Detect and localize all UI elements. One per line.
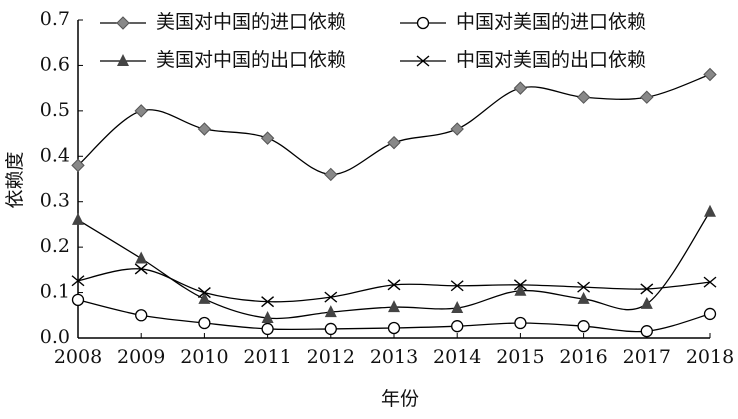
data-point: [197, 287, 211, 299]
data-point: [135, 309, 148, 322]
x-tick-label: 2017: [623, 346, 671, 368]
data-point: [135, 251, 148, 264]
series-line: [77, 268, 711, 303]
data-point: [324, 305, 337, 318]
x-tick-label: 2018: [686, 346, 734, 368]
data-point: [514, 283, 527, 296]
y-tick-label: 0.0: [40, 326, 70, 348]
data-point: [451, 320, 464, 333]
legend-label: 中国对美国的出口依赖: [456, 49, 646, 71]
y-tick-label: 0.7: [40, 8, 70, 30]
data-point: [71, 293, 85, 306]
y-tick-label: 0.6: [40, 53, 70, 75]
data-point: [198, 316, 211, 330]
y-axis-label: 依赖度: [4, 151, 26, 208]
legend-marker: [116, 16, 130, 30]
x-tick-label: 2013: [370, 346, 418, 368]
data-point: [388, 300, 400, 313]
data-point: [576, 90, 591, 104]
data-point: [577, 291, 590, 304]
data-point: [324, 322, 337, 336]
x-tick-label: 2015: [496, 346, 544, 368]
data-point: [134, 263, 148, 275]
legend-label: 中国对美国的进口依赖: [456, 11, 646, 33]
data-point: [450, 122, 464, 136]
data-point: [577, 281, 591, 293]
legend-marker: [416, 16, 430, 30]
data-point: [640, 283, 654, 295]
data-point: [640, 325, 653, 338]
series-line: [77, 73, 711, 176]
x-tick-label: 2014: [433, 346, 481, 368]
data-point: [640, 296, 653, 309]
x-tick-label: 2009: [117, 346, 165, 368]
x-tick-label: 2008: [54, 346, 102, 368]
data-point: [387, 279, 401, 291]
data-point: [451, 301, 464, 314]
data-point: [324, 167, 338, 182]
data-point: [134, 104, 148, 118]
x-tick-label: 2012: [307, 346, 355, 368]
x-tick-label: 2011: [243, 346, 291, 368]
data-point: [703, 67, 717, 82]
data-point: [513, 81, 528, 95]
y-tick-label: 0.1: [40, 281, 70, 303]
data-point: [387, 135, 401, 150]
data-point: [514, 316, 527, 330]
data-point: [72, 212, 84, 225]
data-point: [513, 279, 527, 291]
y-tick-label: 0.5: [40, 99, 70, 121]
data-point: [198, 291, 211, 304]
x-axis-label: 年份: [381, 388, 419, 410]
y-tick-label: 0.3: [40, 190, 70, 212]
data-point: [261, 311, 274, 324]
data-point: [324, 291, 338, 303]
data-point: [261, 296, 275, 308]
data-point: [261, 322, 274, 336]
data-point: [640, 90, 654, 104]
data-point: [71, 275, 85, 287]
data-point: [704, 204, 716, 217]
y-tick-label: 0.4: [40, 144, 70, 166]
y-tick-label: 0.2: [40, 235, 70, 257]
data-point: [71, 158, 85, 173]
x-tick-label: 2010: [180, 346, 228, 368]
legend-label: 美国对中国的出口依赖: [156, 49, 346, 71]
legend-label: 美国对中国的进口依赖: [156, 11, 346, 33]
data-point: [260, 131, 275, 145]
data-point: [703, 307, 717, 321]
legend-marker: [416, 55, 430, 67]
data-point: [577, 320, 590, 333]
x-tick-label: 2016: [559, 346, 607, 368]
data-point: [197, 122, 212, 136]
data-point: [703, 276, 717, 288]
legend-marker: [117, 54, 129, 66]
data-point: [450, 280, 464, 292]
data-point: [387, 321, 401, 335]
